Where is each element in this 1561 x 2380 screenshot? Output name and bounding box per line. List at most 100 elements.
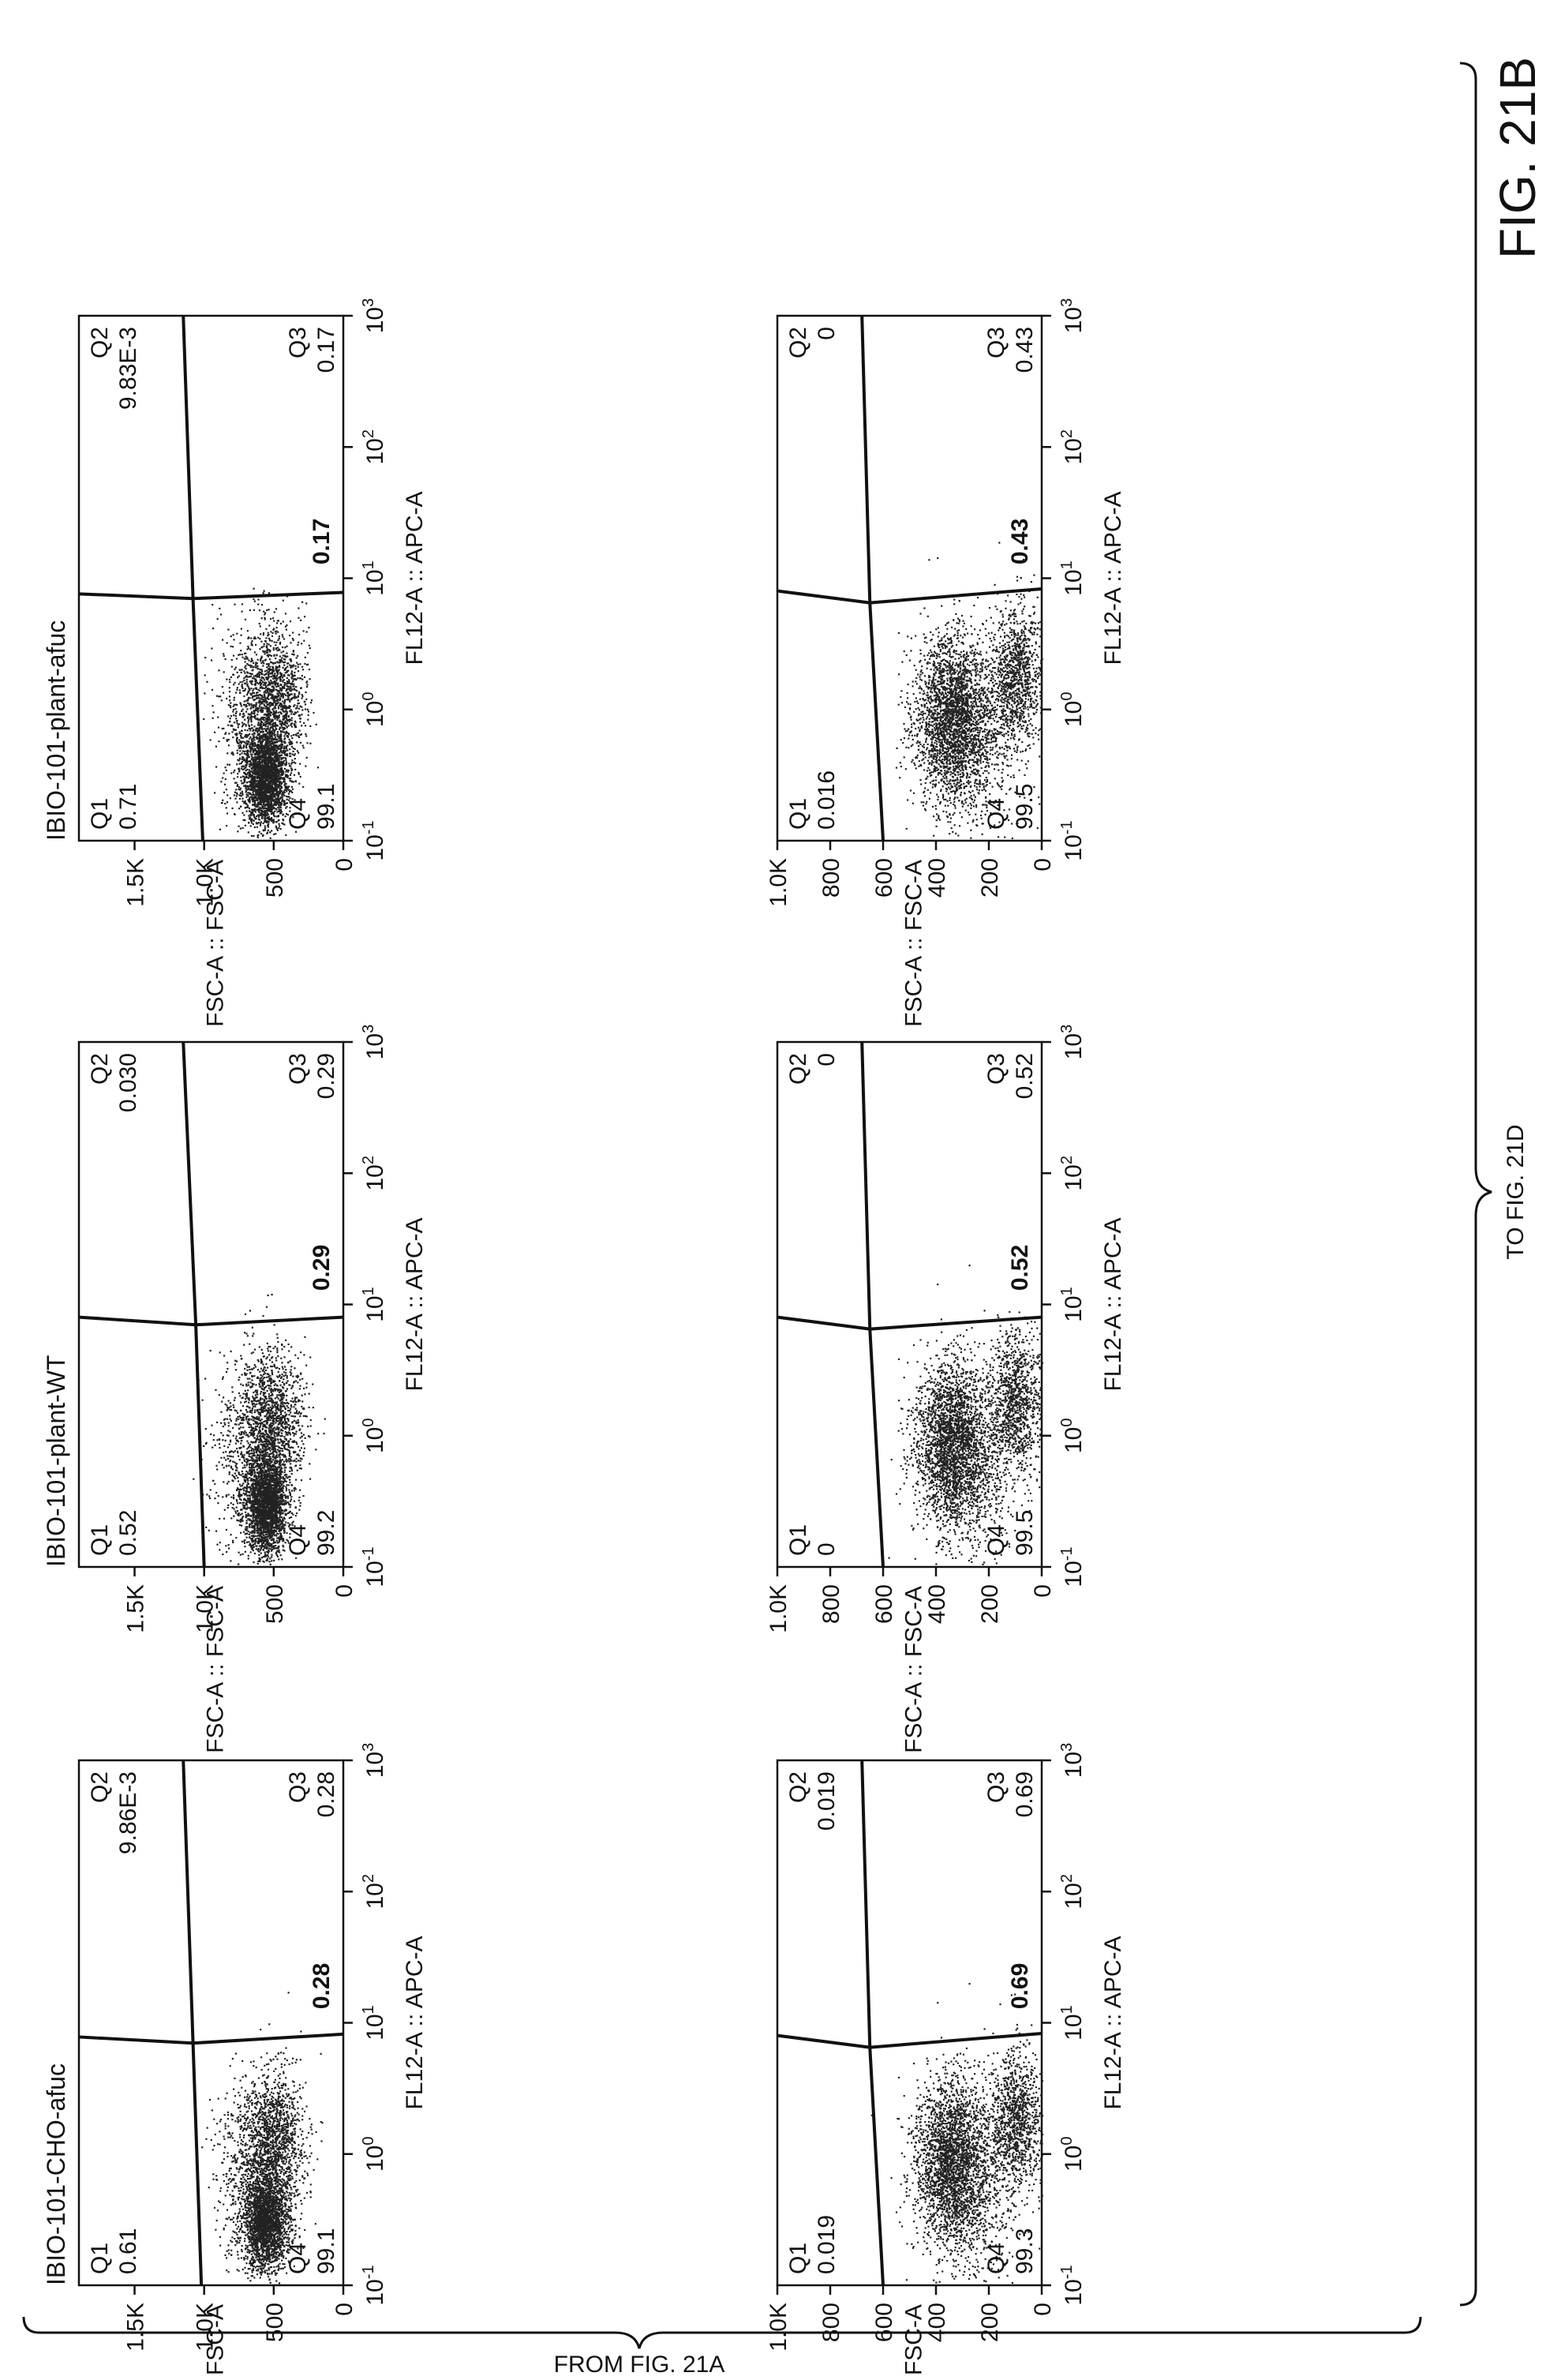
event-dot: [244, 2113, 246, 2116]
event-dot: [259, 2222, 261, 2224]
event-dot: [260, 2273, 263, 2276]
event-dot: [243, 2213, 245, 2215]
event-dot: [238, 2212, 241, 2214]
event-dot: [286, 2176, 288, 2178]
event-dot: [260, 2218, 264, 2221]
event-dot: [279, 2190, 281, 2193]
event-dot: [294, 2108, 296, 2111]
event-dot: [278, 2258, 280, 2260]
event-dot: [230, 2113, 233, 2116]
event-dot: [283, 2263, 286, 2266]
event-dot: [299, 2059, 301, 2061]
event-dot: [255, 2199, 257, 2202]
event-dot: [272, 2215, 275, 2217]
event-dot: [250, 2224, 253, 2228]
event-dot: [278, 2158, 280, 2161]
event-dot: [275, 2113, 278, 2116]
event-dot: [276, 2120, 279, 2123]
event-dot: [256, 2243, 258, 2246]
event-dot: [258, 2217, 260, 2220]
event-dot: [256, 2221, 259, 2223]
event-dot: [239, 2120, 241, 2123]
event-dot: [274, 2124, 276, 2127]
event-dot: [287, 2210, 290, 2213]
event-dot: [261, 2180, 264, 2183]
event-dot: [277, 2193, 279, 2195]
event-dot: [271, 1548, 273, 1551]
event-dot: [271, 2183, 273, 2185]
event-dot: [273, 2238, 275, 2240]
event-dot: [273, 2151, 275, 2153]
event-dot: [267, 2151, 269, 2153]
event-dot: [276, 2083, 279, 2086]
event-dot: [281, 2127, 283, 2130]
event-dot: [233, 2156, 236, 2158]
event-dot: [272, 2122, 275, 2124]
event-dot: [279, 2176, 281, 2178]
event-dot: [234, 2159, 237, 2161]
event-dot: [262, 2216, 265, 2218]
event-dot: [290, 2153, 293, 2155]
event-dot: [237, 2236, 239, 2239]
event-dot: [268, 2160, 270, 2162]
event-dot: [266, 2098, 268, 2101]
event-dot: [206, 2127, 208, 2129]
event-dot: [254, 2266, 256, 2269]
event-dot: [285, 2161, 287, 2163]
quadrant-label-q2: Q2: [87, 1771, 113, 1803]
event-dot: [268, 2238, 271, 2240]
event-dot: [251, 2164, 253, 2167]
event-dot: [246, 1482, 249, 1484]
event-dot: [283, 2184, 286, 2187]
event-dot: [268, 2142, 270, 2145]
event-dot: [208, 2187, 210, 2189]
event-dot: [231, 2178, 234, 2180]
event-dot: [287, 2093, 290, 2095]
event-dot: [271, 2236, 273, 2238]
event-dot: [279, 2153, 281, 2157]
event-dot: [282, 2151, 284, 2153]
event-dot: [264, 2230, 266, 2232]
event-dot: [267, 2075, 269, 2078]
event-dot: [298, 2193, 301, 2195]
event-dot: [266, 2128, 269, 2131]
event-dot: [264, 2266, 266, 2268]
event-dot: [280, 2086, 283, 2089]
event-dot: [282, 1494, 284, 1497]
event-dot: [268, 2148, 270, 2150]
event-dot: [279, 2246, 282, 2249]
event-dot: [227, 2136, 230, 2138]
event-dot: [245, 2098, 248, 2101]
event-dot: [289, 2097, 291, 2100]
event-dot: [279, 2151, 281, 2154]
event-dot: [304, 2170, 306, 2172]
event-dot: [288, 2101, 290, 2103]
event-dot: [284, 2206, 286, 2208]
event-dot: [238, 2151, 241, 2153]
event-dot: [272, 2209, 275, 2211]
event-dot: [250, 2233, 253, 2236]
event-dot: [248, 2221, 250, 2223]
event-dot: [244, 2237, 246, 2240]
event-dot: [253, 2189, 256, 2191]
event-dot: [255, 1460, 257, 1463]
event-dot: [265, 2185, 268, 2187]
event-dot: [268, 2127, 270, 2130]
x-tick-label: 10-1: [360, 2265, 388, 2305]
event-dot: [260, 2146, 263, 2149]
event-dot: [260, 2180, 262, 2183]
event-dot: [271, 2238, 273, 2240]
event-dot: [275, 2103, 277, 2105]
event-dot: [258, 2187, 260, 2190]
event-dot: [251, 2228, 253, 2230]
event-dot: [265, 1520, 268, 1523]
event-dot: [282, 2223, 284, 2225]
event-dot: [285, 2145, 287, 2148]
event-dot: [224, 2097, 226, 2100]
event-dot: [272, 2201, 275, 2203]
event-dot: [274, 2246, 276, 2248]
event-dot: [266, 2179, 268, 2181]
event-dot: [252, 2194, 255, 2196]
event-dot: [258, 2255, 260, 2258]
event-dot: [245, 2234, 247, 2236]
